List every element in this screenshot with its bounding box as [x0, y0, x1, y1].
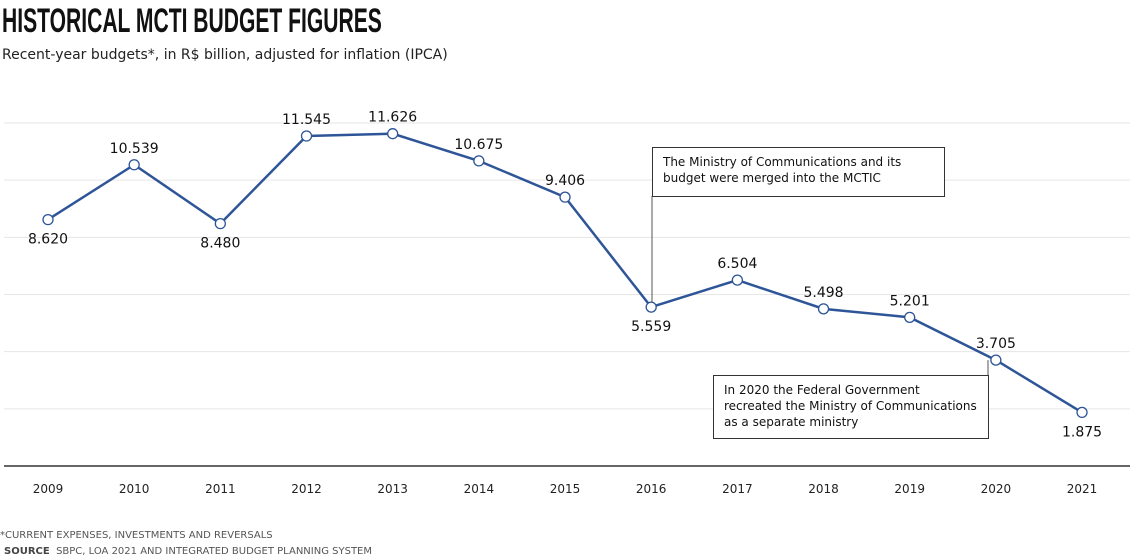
data-point [387, 128, 399, 140]
line-chart: 8.620 2009 10.539 2010 8.480 2011 11.545 2012 11… [4, 110, 1130, 496]
data-point [1076, 406, 1088, 419]
data-label: 9.406 [545, 173, 585, 189]
data-label: 1.875 [1062, 424, 1102, 440]
data-point [904, 311, 916, 323]
data-point [42, 213, 54, 226]
data-point [559, 191, 571, 203]
x-tick-label: 2014 [464, 482, 495, 496]
data-label: 11.545 [282, 112, 331, 128]
x-tick-label: 2019 [894, 482, 925, 496]
data-point [473, 155, 485, 167]
annotation-merge: The Ministry of Communications and its b… [652, 147, 945, 197]
x-tick-label: 2015 [550, 482, 581, 496]
data-label: 6.504 [717, 256, 757, 272]
x-tick-label: 2021 [1067, 482, 1098, 496]
x-tick-label: 2012 [291, 482, 322, 496]
data-label: 8.480 [200, 236, 240, 252]
data-label: 8.620 [28, 232, 68, 248]
source-note: SOURCE SBPC, LOA 2021 AND INTEGRATED BUD… [4, 546, 372, 557]
data-label: 10.539 [110, 141, 159, 157]
footnote: *CURRENT EXPENSES, INVESTMENTS AND REVER… [0, 530, 273, 541]
data-label: 11.626 [368, 110, 417, 126]
data-label: 5.559 [631, 319, 671, 335]
data-point [990, 354, 1002, 366]
source-label: SOURCE [4, 546, 50, 557]
x-tick-label: 2020 [981, 482, 1012, 496]
data-point [731, 274, 744, 286]
data-label: 3.705 [976, 336, 1016, 352]
data-point [817, 303, 830, 315]
chart-subtitle: Recent-year budgets*, in R$ billion, adj… [2, 47, 448, 63]
x-tick-label: 2013 [377, 482, 408, 496]
x-tick-label: 2011 [205, 482, 236, 496]
x-tick-label: 2009 [33, 482, 64, 496]
x-tick-label: 2016 [636, 482, 667, 496]
data-point [645, 301, 657, 313]
data-label: 5.498 [803, 285, 843, 301]
x-tick-label: 2017 [722, 482, 753, 496]
source-text: SBPC, LOA 2021 AND INTEGRATED BUDGET PLA… [56, 546, 372, 557]
x-tick-label: 2010 [119, 482, 150, 496]
data-point [128, 159, 140, 171]
annotation-recreated: In 2020 the Federal Government recreated… [713, 375, 989, 439]
data-label: 5.201 [890, 293, 930, 309]
data-point [214, 217, 226, 230]
data-label: 10.675 [454, 137, 503, 153]
x-tick-label: 2018 [808, 482, 839, 496]
data-point [300, 130, 313, 142]
chart-title: HISTORICAL MCTI BUDGET FIGURES [2, 2, 382, 40]
